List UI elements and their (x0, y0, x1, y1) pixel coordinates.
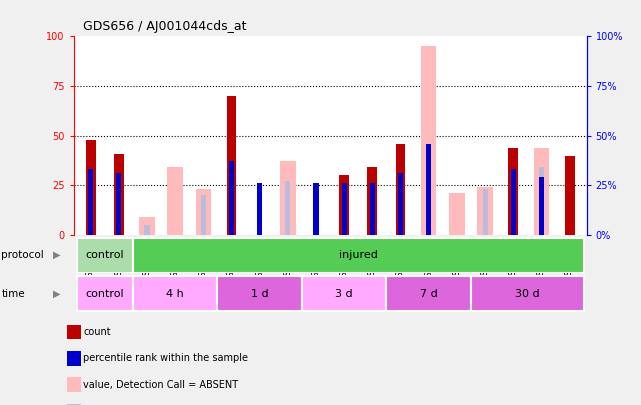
Bar (196, 189, 211, 235)
Bar (342, 183, 347, 235)
Bar (116, 173, 121, 235)
Bar (421, 47, 437, 235)
Text: 3 d: 3 d (335, 289, 353, 298)
Bar (76, 238, 133, 273)
Bar (483, 189, 488, 235)
Bar (339, 175, 349, 235)
Bar (114, 153, 124, 235)
Text: protocol: protocol (1, 250, 44, 260)
Bar (370, 183, 375, 235)
Bar (226, 96, 237, 235)
Bar (217, 276, 302, 311)
Bar (395, 144, 406, 235)
Text: ▶: ▶ (53, 289, 60, 298)
Bar (426, 147, 431, 235)
Bar (398, 173, 403, 235)
Text: 30 d: 30 d (515, 289, 540, 298)
Bar (367, 167, 378, 235)
Bar (534, 147, 549, 235)
Text: control: control (85, 250, 124, 260)
Text: value, Detection Call = ABSENT: value, Detection Call = ABSENT (83, 380, 238, 390)
Bar (302, 276, 387, 311)
Bar (88, 169, 93, 235)
Bar (257, 183, 262, 235)
Bar (144, 225, 149, 235)
Bar (167, 167, 183, 235)
Bar (426, 144, 431, 235)
Bar (471, 276, 584, 311)
Bar (86, 140, 96, 235)
Text: count: count (83, 327, 111, 337)
Bar (449, 193, 465, 235)
Text: 1 d: 1 d (251, 289, 269, 298)
Text: GDS656 / AJ001044cds_at: GDS656 / AJ001044cds_at (83, 20, 247, 33)
Bar (565, 156, 574, 235)
Bar (313, 183, 319, 235)
Text: 4 h: 4 h (166, 289, 184, 298)
Bar (539, 177, 544, 235)
Bar (139, 217, 154, 235)
Bar (508, 147, 518, 235)
Text: ▶: ▶ (53, 250, 60, 260)
Bar (76, 276, 133, 311)
Bar (478, 187, 493, 235)
Text: 7 d: 7 d (420, 289, 438, 298)
Text: injured: injured (339, 250, 378, 260)
Bar (280, 162, 296, 235)
Text: percentile rank within the sample: percentile rank within the sample (83, 354, 248, 363)
Bar (387, 276, 471, 311)
Bar (133, 238, 584, 273)
Bar (285, 181, 290, 235)
Bar (511, 169, 516, 235)
Text: control: control (85, 289, 124, 298)
Bar (229, 162, 234, 235)
Text: time: time (1, 289, 25, 298)
Bar (539, 167, 544, 235)
Bar (201, 195, 206, 235)
Bar (133, 276, 217, 311)
